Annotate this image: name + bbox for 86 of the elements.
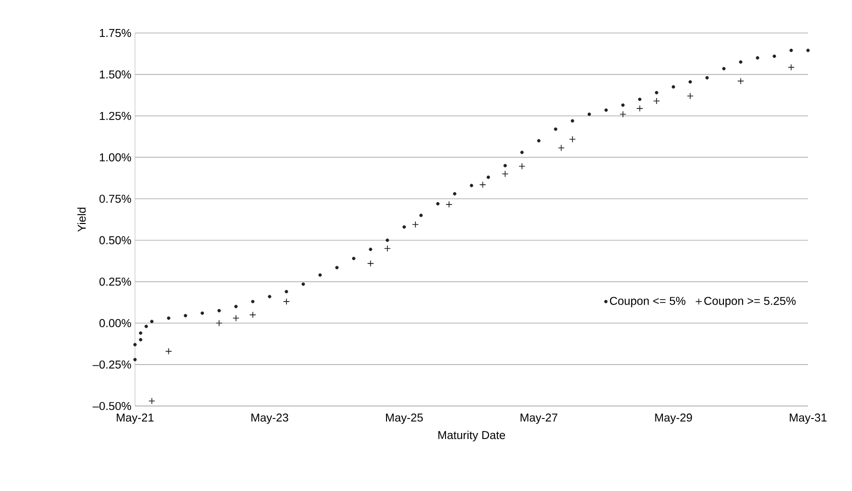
y-tick-label: 0.50% (99, 236, 132, 244)
point (518, 162, 526, 170)
point (636, 105, 644, 112)
point (705, 76, 709, 80)
point (133, 342, 137, 346)
x-tick-label: May-23 (251, 414, 288, 424)
point (452, 192, 456, 196)
point (251, 300, 254, 304)
point (620, 110, 626, 118)
legend-label: Coupon <= 5% (610, 296, 686, 308)
point (268, 294, 272, 298)
point (384, 245, 391, 252)
point (502, 170, 509, 178)
point (569, 136, 576, 143)
point (318, 273, 322, 277)
point (486, 176, 490, 179)
y-tick-label: –0.25% (92, 360, 132, 369)
point (479, 181, 486, 188)
point (737, 78, 744, 84)
point (150, 320, 154, 324)
point (672, 85, 676, 89)
point (686, 92, 694, 100)
point (352, 256, 356, 260)
point (249, 311, 256, 318)
point (165, 348, 172, 355)
x-tick-label: May-29 (655, 414, 692, 424)
point (537, 139, 540, 142)
point (520, 150, 524, 154)
point (806, 48, 810, 52)
point (412, 221, 419, 228)
x-tick-label: May-21 (116, 414, 154, 424)
point (166, 316, 170, 320)
point (554, 127, 558, 131)
point (570, 119, 574, 123)
point (302, 282, 305, 286)
point (234, 304, 238, 308)
point (756, 56, 760, 60)
point (283, 298, 290, 305)
point (470, 184, 474, 188)
y-tick-label: –0.50% (92, 402, 132, 410)
x-tick-label: May-31 (790, 414, 827, 424)
point (446, 201, 452, 208)
point (772, 54, 776, 58)
point (503, 164, 507, 168)
y-tick-label: 1.50% (100, 70, 132, 78)
y-tick-label: 0.00% (99, 319, 132, 328)
point (217, 308, 221, 312)
point (368, 248, 372, 252)
y-tick-label: 1.25% (100, 112, 132, 120)
point (558, 144, 565, 152)
point (588, 112, 591, 116)
point (722, 66, 726, 70)
point (138, 331, 142, 335)
legend-label: Coupon >= 5.25% (704, 296, 796, 308)
point (184, 314, 188, 318)
point (133, 358, 137, 362)
point (335, 266, 339, 270)
point (739, 60, 742, 64)
point (653, 98, 660, 104)
y-tick-label: 0.75% (99, 194, 132, 203)
point (284, 290, 288, 294)
y-axis-title: Yield (77, 208, 86, 232)
point (216, 320, 223, 326)
point (604, 108, 608, 112)
point (436, 202, 440, 206)
y-tick-label: 0.25% (99, 278, 132, 286)
point (402, 225, 406, 229)
point (638, 98, 642, 102)
point (232, 314, 240, 322)
point (386, 238, 390, 242)
point (654, 90, 658, 94)
x-tick-label: May-27 (520, 414, 558, 424)
point (200, 311, 204, 315)
y-tick-label: 1.75% (100, 28, 132, 38)
x-tick-label: May-25 (386, 414, 423, 424)
point (688, 80, 692, 84)
point (144, 324, 148, 328)
y-tick-label: 1.00% (100, 153, 132, 162)
x-axis-title: Maturity Date (438, 430, 506, 442)
point (788, 64, 795, 71)
point (419, 214, 423, 218)
point (367, 260, 374, 267)
point (148, 398, 156, 404)
point (621, 103, 625, 107)
point (138, 338, 142, 342)
point (789, 48, 793, 52)
